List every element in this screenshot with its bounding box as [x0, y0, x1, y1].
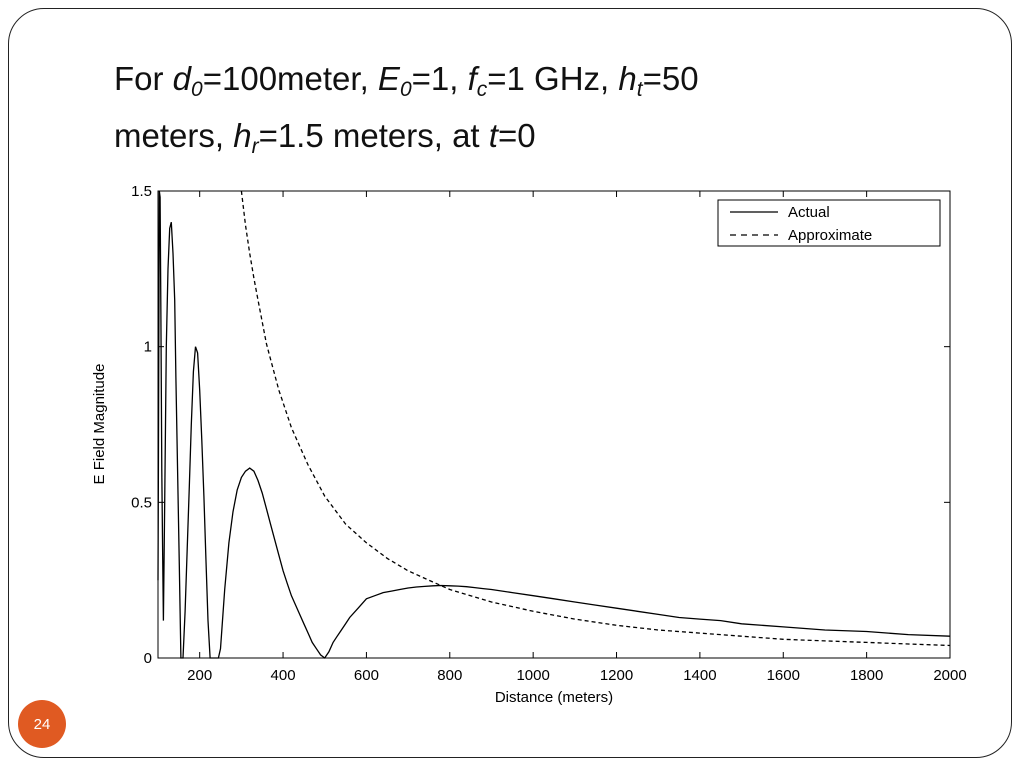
- x-tick-label: 600: [354, 667, 379, 684]
- y-tick-label: 0.5: [131, 494, 152, 511]
- y-tick-label: 1.5: [131, 183, 152, 200]
- y-tick-label: 0: [144, 650, 152, 667]
- slide-title: For d0=100meter, E0=1, fc=1 GHz, ht=50 m…: [114, 56, 914, 170]
- plot-area-frame: [157, 190, 951, 659]
- y-axis-label: E Field Magnitude: [91, 364, 108, 485]
- legend-label-actual: Actual: [788, 204, 830, 221]
- title-var-ht: ht: [618, 60, 643, 101]
- x-tick-label: 200: [187, 667, 212, 684]
- title-var-t: t: [488, 117, 498, 154]
- x-tick-label: 1600: [767, 667, 800, 684]
- legend: Actual Approximate: [717, 199, 941, 247]
- axis-ticks: 200 400 600 800 1000 1200 1400 1600 1800 2000 0 0.5…: [131, 183, 967, 684]
- x-tick-label: 1800: [850, 667, 883, 684]
- legend-box: [717, 199, 941, 247]
- series-line-approximate: [240, 190, 951, 647]
- title-var-f: fc: [467, 60, 488, 101]
- series-layer: [157, 190, 951, 659]
- x-tick-label: 800: [437, 667, 462, 684]
- x-tick-label: 2000: [933, 667, 966, 684]
- title-text: =50: [642, 60, 699, 97]
- title-text: =0: [497, 117, 536, 154]
- series-line-actual: [157, 190, 951, 659]
- x-tick-label: 1000: [516, 667, 549, 684]
- x-tick-label: 1400: [683, 667, 716, 684]
- title-text: For: [114, 60, 173, 97]
- title-text: meters,: [114, 117, 234, 154]
- title-var-e: E0: [377, 60, 412, 101]
- x-axis-label: Distance (meters): [495, 689, 613, 706]
- title-line-2: meters, hr=1.5 meters, at t=0: [114, 113, 914, 170]
- title-text: =1.5 meters, at: [258, 117, 489, 154]
- x-tick-label: 400: [271, 667, 296, 684]
- slide-frame: [8, 8, 1012, 758]
- title-var-d: d0: [172, 60, 203, 101]
- legend-label-approximate: Approximate: [788, 227, 872, 244]
- title-var-hr: hr: [233, 117, 259, 158]
- title-text: =1 GHz,: [487, 60, 619, 97]
- page-number-badge: 24: [18, 700, 66, 748]
- x-tick-label: 1200: [600, 667, 633, 684]
- y-tick-label: 1: [144, 339, 152, 356]
- title-text: =1,: [411, 60, 468, 97]
- title-text: =100meter,: [202, 60, 378, 97]
- title-line-1: For d0=100meter, E0=1, fc=1 GHz, ht=50: [114, 56, 914, 113]
